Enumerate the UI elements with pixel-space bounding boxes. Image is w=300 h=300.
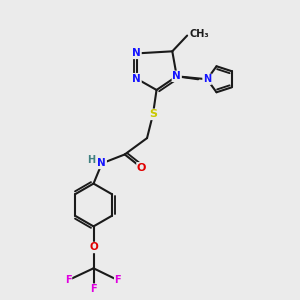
Text: CH₃: CH₃: [190, 29, 209, 39]
Text: O: O: [137, 163, 146, 173]
Text: F: F: [90, 284, 97, 294]
Text: F: F: [65, 275, 72, 285]
Text: O: O: [89, 242, 98, 253]
Text: N: N: [172, 71, 181, 81]
Text: N: N: [98, 158, 106, 168]
Text: N: N: [132, 48, 141, 59]
Text: F: F: [115, 275, 121, 285]
Text: H: H: [87, 155, 95, 165]
Text: N: N: [203, 74, 211, 84]
Text: S: S: [149, 109, 157, 119]
Text: N: N: [132, 74, 141, 84]
